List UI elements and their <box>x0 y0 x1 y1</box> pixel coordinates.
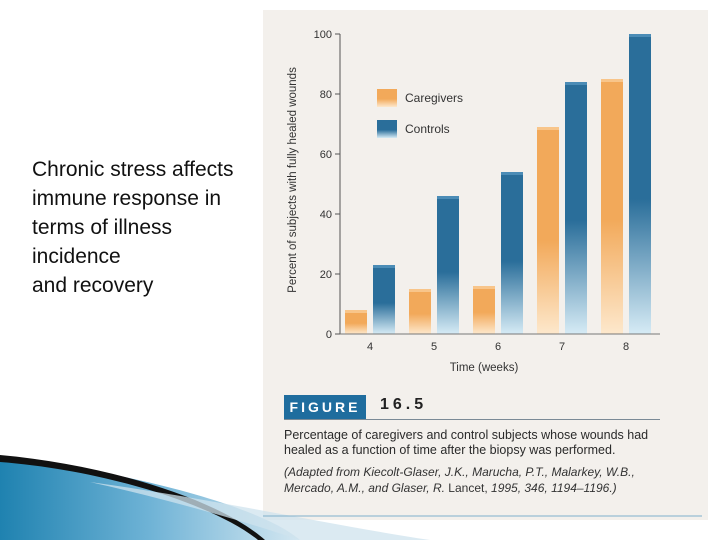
bar-caregivers-week-8 <box>601 79 623 334</box>
bar-top-controls-week-6 <box>501 172 523 175</box>
bar-top-controls-week-4 <box>373 265 395 268</box>
bar-caregivers-week-4 <box>345 310 367 334</box>
bar-top-controls-week-8 <box>629 34 651 37</box>
legend-label-caregivers: Caregivers <box>405 91 463 105</box>
y-tick-label-80: 80 <box>320 89 332 101</box>
bar-caregivers-week-5 <box>409 289 431 334</box>
bars-group <box>345 34 651 334</box>
figure-divider <box>284 419 660 420</box>
slide-body-text: Chronic stress affects immune response i… <box>32 158 234 297</box>
y-tick-label-60: 60 <box>320 149 332 161</box>
bar-top-caregivers-week-4 <box>345 310 367 313</box>
y-tick-label-20: 20 <box>320 269 332 281</box>
figure-source-details: 1995, 346, 1194–1196.) <box>491 481 617 495</box>
chart-legend: Caregivers Controls <box>377 89 463 138</box>
y-axis-label: Percent of subjects with fully healed wo… <box>287 67 299 293</box>
bar-top-caregivers-week-6 <box>473 286 495 289</box>
bar-controls-week-7 <box>565 82 587 334</box>
bar-top-caregivers-week-8 <box>601 79 623 82</box>
bar-top-controls-week-5 <box>437 196 459 199</box>
legend-label-controls: Controls <box>405 122 450 136</box>
bar-top-caregivers-week-5 <box>409 289 431 292</box>
y-tick-label-100: 100 <box>314 29 332 41</box>
x-tick-label-8: 8 <box>623 341 629 353</box>
figure-source-authors: (Adapted from Kiecolt-Glaser, J.K., Maru… <box>284 465 635 495</box>
figure-source: (Adapted from Kiecolt-Glaser, J.K., Maru… <box>284 464 674 496</box>
bar-top-caregivers-week-7 <box>537 127 559 130</box>
x-tick-label-6: 6 <box>495 341 501 353</box>
figure-label: FIGURE <box>284 395 366 419</box>
x-axis-label: Time (weeks) <box>450 362 519 374</box>
bar-controls-week-4 <box>373 265 395 334</box>
y-axis: 0 20 40 60 80 100 <box>314 29 660 341</box>
bar-controls-week-6 <box>501 172 523 334</box>
legend-swatch-controls <box>377 120 397 138</box>
bar-caregivers-week-6 <box>473 286 495 334</box>
bar-top-controls-week-7 <box>565 82 587 85</box>
x-tick-label-5: 5 <box>431 341 437 353</box>
y-tick-label-40: 40 <box>320 209 332 221</box>
bar-controls-week-5 <box>437 196 459 334</box>
x-tick-label-7: 7 <box>559 341 565 353</box>
figure-source-journal: Lancet, <box>448 481 488 495</box>
legend-swatch-caregivers <box>377 89 397 107</box>
bar-caregivers-week-7 <box>537 127 559 334</box>
x-tick-label-4: 4 <box>367 341 373 353</box>
x-axis: 4 5 6 7 8 <box>367 341 629 353</box>
bar-controls-week-8 <box>629 34 651 334</box>
y-tick-label-0: 0 <box>326 329 332 341</box>
figure-number: 16.5 <box>380 396 428 413</box>
figure-caption: Percentage of caregivers and control sub… <box>284 428 649 457</box>
